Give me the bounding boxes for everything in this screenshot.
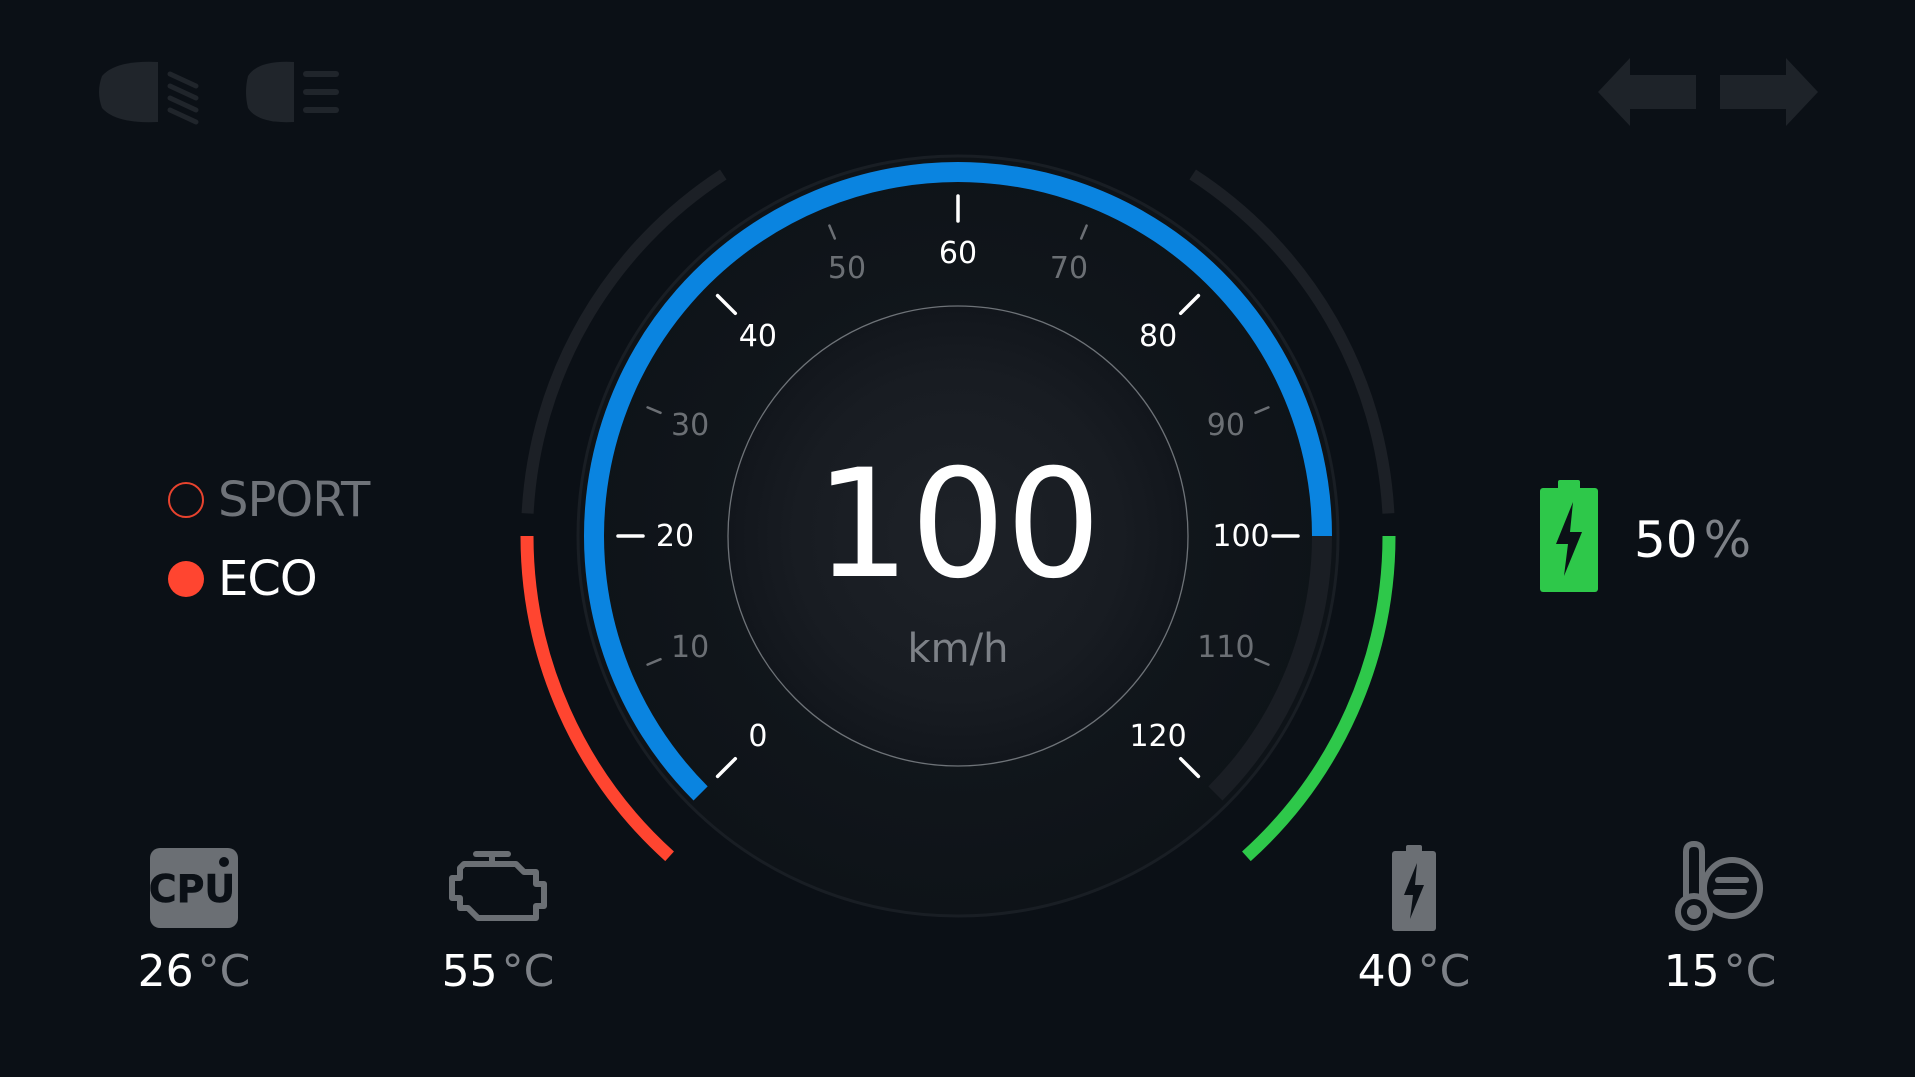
gauge-band-green [1242, 535, 1396, 862]
battery-charging-icon [1540, 480, 1598, 592]
gauge-tick-label-0: 0 [748, 719, 767, 754]
gauge-tick-label-80: 80 [1139, 319, 1177, 354]
gauge-tick-label-10: 10 [671, 630, 709, 665]
gauge-tick-50 [828, 224, 837, 240]
gauge-tick-label-110: 110 [1197, 630, 1254, 665]
low-beam-headlight-icon [99, 61, 199, 125]
cpu-temperature-reading: 26°C [94, 946, 294, 997]
gauge-tick-90 [1254, 406, 1270, 415]
battery-temperature-reading: 40°C [1314, 946, 1514, 997]
gauge-progress-arc [584, 162, 1332, 801]
gauge-tick-110 [1254, 657, 1270, 666]
gauge-tick-label-50: 50 [828, 251, 866, 286]
gauge-tick-label-30: 30 [671, 408, 709, 443]
gauge-tick-10 [646, 657, 662, 666]
engine-temperature-reading: 55°C [398, 946, 598, 997]
engine-temperature: 55°C [398, 838, 598, 997]
battery-level-unit: % [1703, 511, 1752, 569]
gauge-track-left [521, 169, 727, 514]
battery-temperature-unit: °C [1417, 946, 1471, 997]
gauge-tick-40 [715, 293, 738, 316]
radio-off-icon [168, 482, 204, 518]
gauge-tick-0 [715, 756, 738, 779]
right-turn-signal-icon [1720, 58, 1818, 126]
cpu-icon: CPU [148, 848, 238, 928]
high-beam-headlight-icon [246, 61, 339, 123]
battery-level: 50% [1634, 510, 1751, 570]
engine-icon [449, 851, 547, 921]
ambient-temperature-reading: 15°C [1620, 946, 1820, 997]
speed-value: 100 [815, 438, 1101, 612]
gauge-center-dial [727, 305, 1189, 767]
battery-temperature: 40°C [1314, 838, 1514, 997]
cpu-temperature: CPU 26°C [94, 838, 294, 997]
drive-mode-sport[interactable]: SPORT [168, 472, 370, 528]
thermometer-icon [1675, 840, 1763, 931]
gauge-tick-label-70: 70 [1050, 251, 1088, 286]
drive-mode-eco-label: ECO [218, 551, 318, 607]
gauge-tick-label-40: 40 [739, 319, 777, 354]
drive-mode-eco[interactable]: ECO [168, 551, 318, 607]
gauge-tick-label-90: 90 [1207, 408, 1245, 443]
gauge-tick-label-20: 20 [656, 519, 694, 554]
gauge-tick-70 [1079, 224, 1088, 240]
gauge-ticks: 10 30 50 70 90 110 0 20 40 60 80 100 120 [616, 194, 1300, 779]
ambient-temperature: 15°C [1620, 838, 1820, 997]
cpu-temperature-unit: °C [197, 946, 251, 997]
left-turn-signal-icon [1598, 58, 1696, 126]
cpu-icon-label: CPU [149, 867, 236, 911]
gauge-track-right [1189, 169, 1395, 514]
drive-mode-sport-label: SPORT [218, 472, 370, 528]
engine-temperature-value: 55 [441, 946, 498, 997]
battery-icon [1392, 845, 1436, 931]
ambient-temperature-unit: °C [1723, 946, 1777, 997]
gauge-band-red [520, 535, 674, 862]
gauge-tick-30 [646, 406, 662, 415]
gauge-tick-label-100: 100 [1212, 519, 1269, 554]
gauge-tick-label-60: 60 [939, 236, 977, 271]
ambient-temperature-value: 15 [1663, 946, 1720, 997]
radio-on-icon [168, 561, 204, 597]
cpu-temperature-value: 26 [137, 946, 194, 997]
gauge-tick-120 [1178, 756, 1201, 779]
gauge-tick-label-120: 120 [1129, 719, 1186, 754]
battery-temperature-value: 40 [1357, 946, 1414, 997]
gauge-tick-80 [1178, 293, 1201, 316]
engine-temperature-unit: °C [501, 946, 555, 997]
speed-unit: km/h [908, 626, 1009, 672]
battery-level-value: 50 [1634, 511, 1698, 569]
